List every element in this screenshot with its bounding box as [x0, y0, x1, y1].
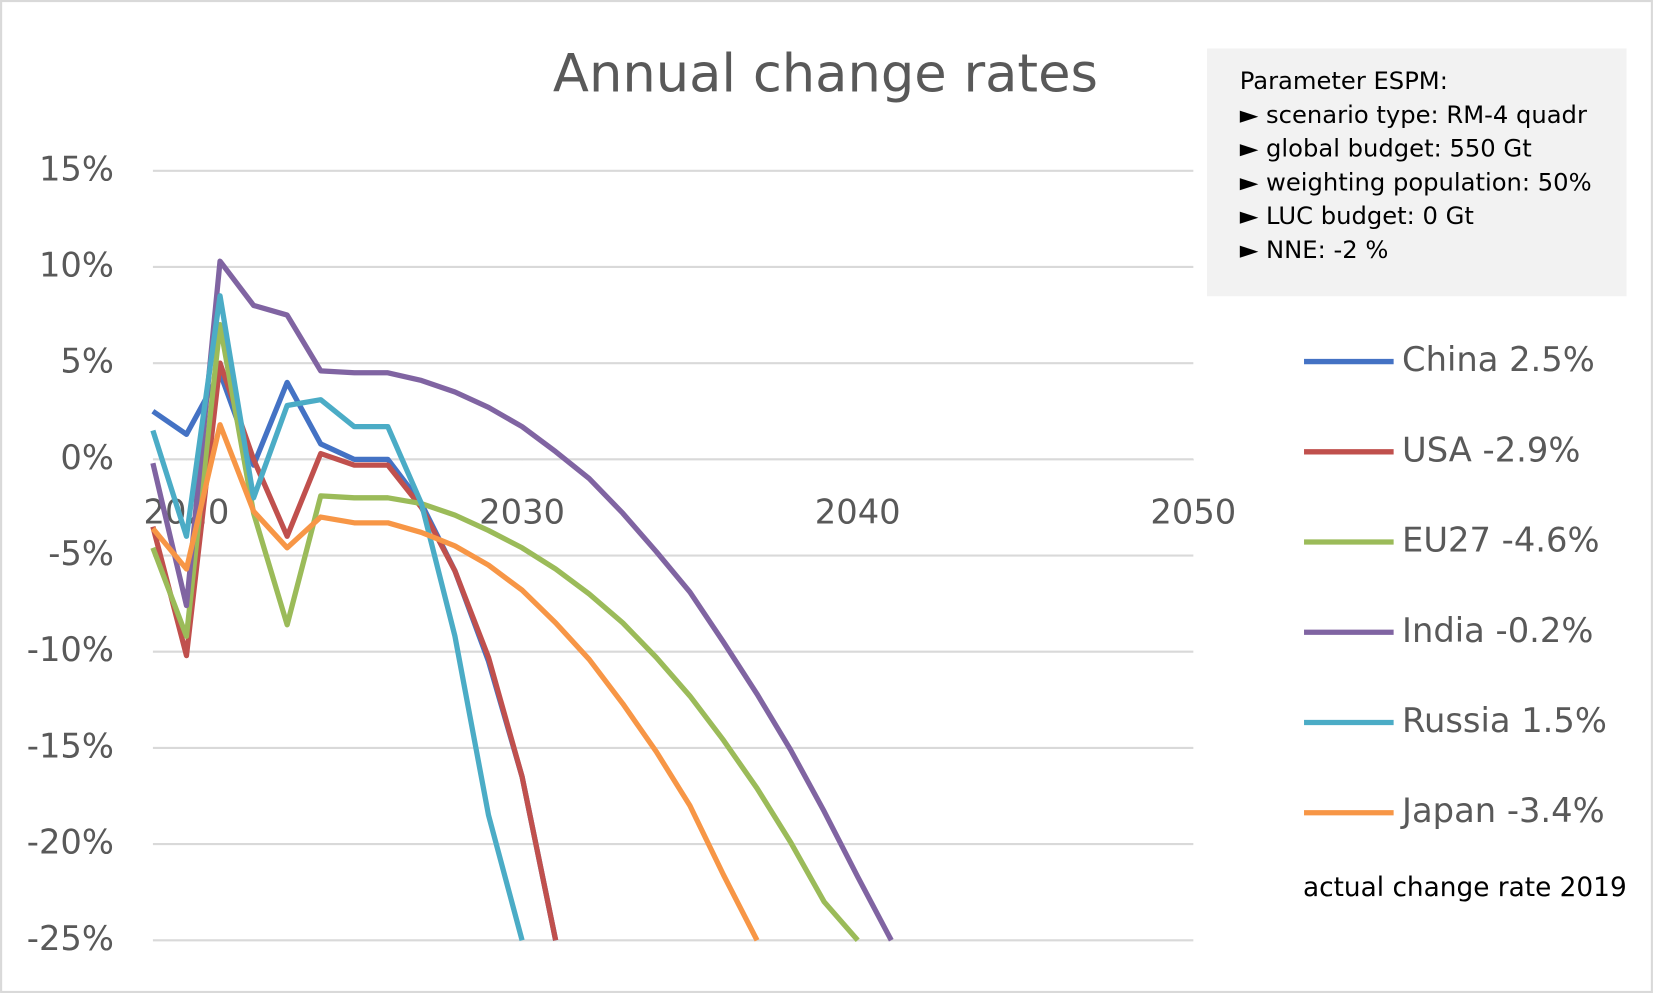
legend-label: India -0.2%: [1402, 611, 1593, 650]
legend-label: China 2.5%: [1402, 340, 1595, 379]
series-line: [150, 322, 860, 943]
legend-label: EU27 -4.6%: [1402, 521, 1599, 560]
info-line: ► scenario type: RM-4 quadr: [1240, 100, 1587, 129]
legend-label: Russia 1.5%: [1402, 701, 1607, 740]
y-tick-label: -20%: [27, 823, 114, 862]
info-box: [1207, 48, 1627, 297]
y-tick-label: 10%: [39, 245, 114, 284]
y-tick-label: -5%: [48, 534, 114, 573]
x-tick-label: 2050: [1150, 493, 1236, 532]
y-tick-label: 0%: [60, 438, 114, 477]
x-tick-label: 2040: [815, 493, 901, 532]
info-line: ► global budget: 550 Gt: [1240, 134, 1532, 163]
y-tick-label: -25%: [27, 919, 114, 958]
y-tick-label: 15%: [39, 149, 114, 188]
series-line: [150, 258, 894, 942]
legend-note: actual change rate 2019: [1303, 873, 1627, 903]
legend-label: Japan -3.4%: [1400, 791, 1605, 830]
series-line: [150, 422, 760, 942]
info-line: ► LUC budget: 0 Gt: [1240, 201, 1474, 230]
legend-label: USA -2.9%: [1402, 430, 1580, 469]
y-tick-label: 5%: [60, 342, 114, 381]
y-tick-label: -15%: [27, 726, 114, 765]
info-title: Parameter ESPM:: [1240, 66, 1448, 95]
series-line: [150, 360, 559, 941]
chart-title: Annual change rates: [553, 44, 1098, 105]
series-line: [150, 293, 525, 941]
info-line: ► weighting population: 50%: [1240, 167, 1592, 196]
x-tick-label: 2030: [479, 493, 565, 532]
y-tick-label: -10%: [27, 630, 114, 669]
info-line: ► NNE: -2 %: [1240, 235, 1389, 264]
